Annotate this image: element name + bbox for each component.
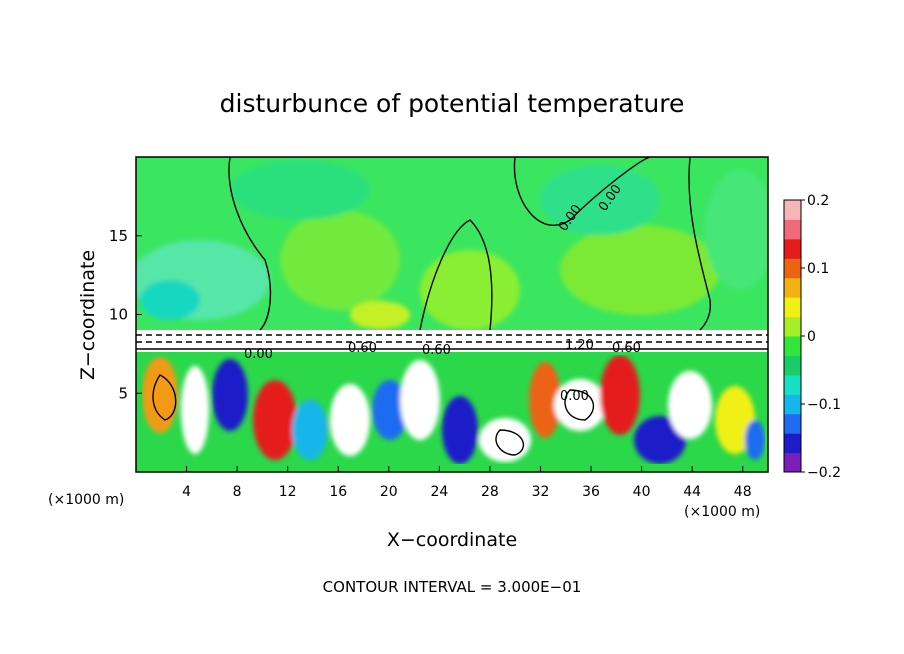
x-tick-label: 44	[683, 484, 701, 500]
contour-label: 1.20	[565, 338, 594, 353]
colorbar-tick-label: 0	[807, 329, 816, 345]
x-axis: 4 8 12 16 20 24 28 32 36 40 44 48	[182, 466, 752, 500]
contour-label: 0.00	[244, 347, 273, 362]
x-axis-label: X−coordinate	[387, 529, 517, 551]
plot-area	[136, 157, 768, 472]
colorbar-tick-label: 0.1	[807, 261, 829, 277]
colorbar-swatch	[784, 374, 801, 395]
y-axis-label: Z−coordinate	[77, 250, 99, 380]
colorbar-swatch	[784, 336, 801, 356]
x-tick-label: 4	[182, 484, 191, 500]
colorbar-swatch	[784, 355, 801, 376]
x-axis-unit-left: (×1000 m)	[48, 492, 124, 508]
colorbar-swatch	[784, 433, 801, 454]
upper-layer-patches	[136, 160, 768, 330]
x-tick-label: 16	[329, 484, 347, 500]
y-tick-label: 5	[118, 384, 128, 402]
colorbar-tick-label: −0.2	[807, 465, 841, 481]
contour-label: 0.60	[348, 341, 377, 356]
x-tick-label: 20	[380, 484, 398, 500]
colorbar: 0.2 0.1 0 −0.1 −0.2	[783, 193, 841, 481]
colorbar-swatch	[784, 238, 801, 259]
colorbar-swatch	[784, 277, 801, 298]
x-tick-label: 12	[279, 484, 297, 500]
y-axis: 5 10 15	[109, 227, 142, 402]
contour-label: 0.00	[560, 389, 589, 404]
contour-label: 0.60	[422, 343, 451, 358]
colorbar-swatch	[784, 316, 801, 337]
colorbar-swatch	[784, 452, 801, 473]
colorbar-swatch	[784, 413, 801, 434]
x-tick-label: 32	[532, 484, 550, 500]
lower-layer-turbulence	[142, 355, 765, 464]
x-tick-label: 28	[481, 484, 499, 500]
x-axis-unit-right: (×1000 m)	[684, 504, 760, 520]
colorbar-tick-label: −0.1	[807, 397, 841, 413]
colorbar-swatch	[784, 258, 801, 279]
colorbar-tick-label: 0.2	[807, 193, 829, 209]
colorbar-swatch	[784, 200, 801, 220]
colorbar-swatch	[784, 394, 801, 415]
colorbar-swatch	[784, 297, 801, 318]
y-tick-label: 10	[109, 306, 128, 324]
contour-label: 0.60	[612, 341, 641, 356]
x-tick-label: 48	[734, 484, 752, 500]
chart-title: disturbunce of potential temperature	[220, 89, 685, 118]
contour-lines	[136, 157, 768, 456]
x-tick-label: 8	[233, 484, 242, 500]
contour-interval-note: CONTOUR INTERVAL = 3.000E−01	[323, 578, 582, 596]
x-tick-label: 24	[430, 484, 448, 500]
x-tick-label: 36	[582, 484, 600, 500]
y-tick-label: 15	[109, 227, 128, 245]
x-tick-label: 40	[633, 484, 651, 500]
colorbar-swatch	[784, 219, 801, 240]
